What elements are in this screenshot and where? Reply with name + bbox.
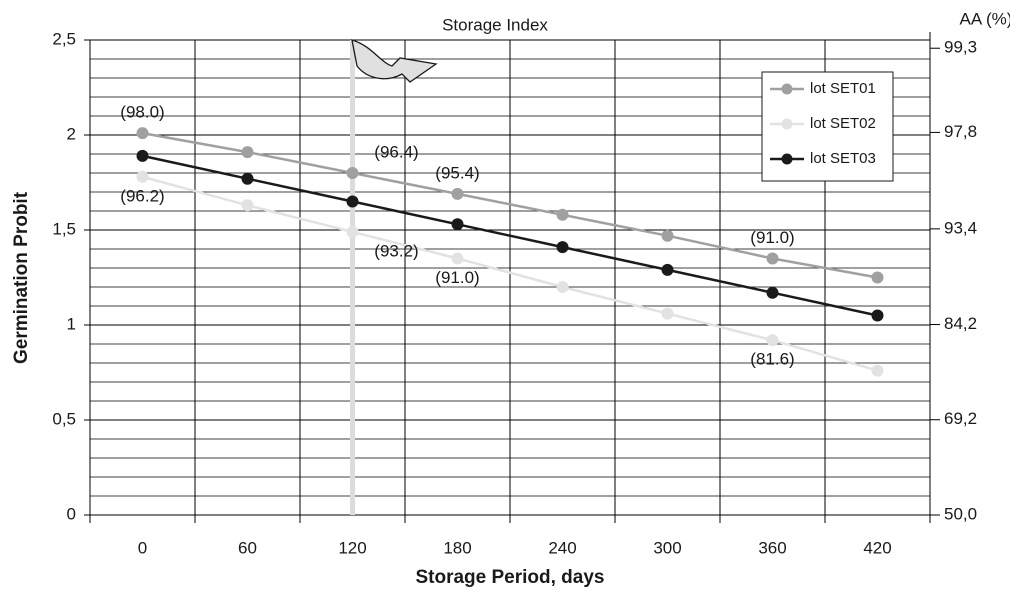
x-tick-label: 60 bbox=[238, 538, 257, 557]
y-tick-label: 1 bbox=[67, 314, 76, 333]
legend-marker bbox=[781, 153, 793, 165]
series-line bbox=[142, 175, 878, 372]
point bbox=[136, 127, 149, 140]
point bbox=[661, 263, 674, 276]
annotation: (81.6) bbox=[750, 350, 794, 369]
annotation: (96.2) bbox=[120, 186, 164, 205]
y-tick-label: 0,5 bbox=[52, 409, 76, 428]
x-tick-label: 300 bbox=[653, 538, 681, 557]
point bbox=[556, 208, 569, 221]
y2-tick-label: 99,3 bbox=[944, 38, 977, 57]
point bbox=[871, 364, 884, 377]
y2-axis-title: AA (%) bbox=[960, 9, 1010, 28]
legend-marker bbox=[781, 83, 793, 95]
point bbox=[346, 167, 359, 179]
point bbox=[766, 252, 779, 265]
legend-label: lot SET01 bbox=[810, 80, 876, 97]
y-axis-title: Germination Probit bbox=[11, 191, 32, 364]
point bbox=[136, 149, 149, 162]
point bbox=[556, 281, 569, 293]
point bbox=[451, 252, 464, 265]
x-tick-label: 120 bbox=[338, 538, 366, 557]
reference-arrow bbox=[351, 39, 438, 83]
x-tick-label: 0 bbox=[138, 538, 147, 557]
annotation: (96.4) bbox=[374, 142, 418, 161]
y2-tick-label: 69,2 bbox=[944, 409, 977, 428]
series-line bbox=[142, 154, 878, 317]
point bbox=[346, 195, 359, 208]
legend-label: lot SET03 bbox=[810, 150, 876, 167]
point bbox=[871, 271, 884, 284]
point bbox=[661, 229, 674, 242]
annotation: (93.2) bbox=[374, 241, 418, 260]
y2-tick-label: 97,8 bbox=[944, 122, 977, 141]
x-tick-label: 240 bbox=[548, 538, 576, 557]
point bbox=[241, 199, 254, 212]
legend-marker bbox=[781, 118, 793, 130]
point bbox=[241, 146, 254, 159]
y-tick-label: 1,5 bbox=[52, 219, 76, 238]
x-tick-label: 360 bbox=[758, 538, 786, 557]
point bbox=[451, 187, 464, 200]
y-tick-label: 2,5 bbox=[52, 29, 76, 48]
y2-tick-label: 50,0 bbox=[944, 504, 977, 523]
x-tick-label: 180 bbox=[443, 538, 471, 557]
point bbox=[556, 241, 569, 254]
point bbox=[766, 334, 779, 347]
legend-label: lot SET02 bbox=[810, 115, 876, 132]
annotation: (95.4) bbox=[435, 163, 479, 182]
y-tick-label: 2 bbox=[67, 124, 76, 143]
series-line bbox=[142, 131, 878, 279]
y2-tick-label: 84,2 bbox=[944, 314, 977, 333]
point bbox=[241, 172, 254, 185]
point bbox=[346, 225, 359, 238]
point bbox=[136, 170, 149, 183]
point bbox=[871, 309, 884, 322]
chart-title: Storage Index bbox=[442, 15, 548, 34]
point bbox=[451, 218, 464, 231]
x-axis-title: Storage Period, days bbox=[415, 567, 604, 588]
x-tick-label: 420 bbox=[863, 538, 891, 557]
annotation: (98.0) bbox=[120, 103, 164, 122]
point bbox=[766, 286, 779, 299]
annotation: (91.0) bbox=[750, 228, 794, 247]
annotation: (91.0) bbox=[435, 268, 479, 287]
point bbox=[661, 307, 674, 320]
y2-tick-label: 93,4 bbox=[944, 218, 977, 237]
y-tick-label: 0 bbox=[67, 504, 76, 523]
